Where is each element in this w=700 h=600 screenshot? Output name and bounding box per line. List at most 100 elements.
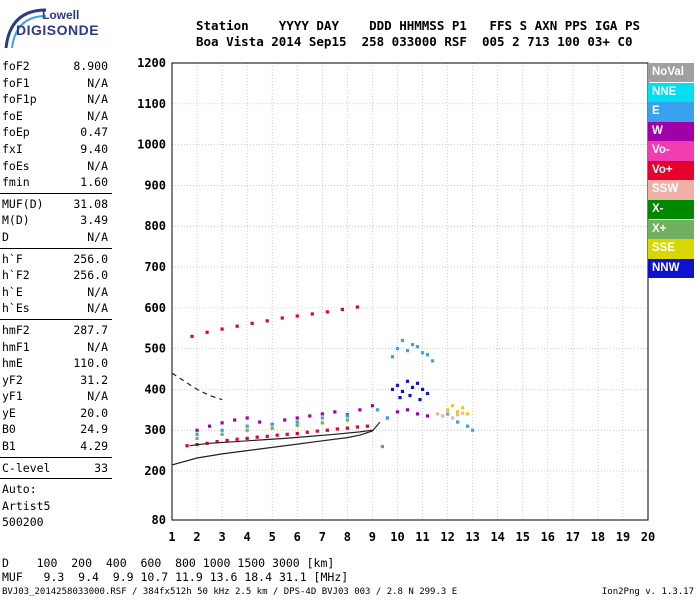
data-point xyxy=(255,435,259,439)
data-point xyxy=(270,426,274,430)
data-point xyxy=(195,428,199,432)
data-point xyxy=(456,413,460,417)
data-point xyxy=(395,347,400,351)
param-row: h`E N/A xyxy=(0,284,112,301)
param-name: B1 xyxy=(2,439,16,454)
data-point xyxy=(390,387,395,392)
param-row: yE 20.0 xyxy=(0,405,112,422)
header-line-1: Station YYYY DAY DDD HHMMSS P1 FFS S AXN… xyxy=(196,18,641,33)
param-row: fxI 9.40 xyxy=(0,141,112,158)
param-value: N/A xyxy=(87,158,108,173)
y-tick-label: 80 xyxy=(152,513,166,527)
logo-text-top: Lowell xyxy=(42,8,80,22)
legend: NoVal NNE E W Vo- Vo+ SSW X- X+ SSE NNW xyxy=(648,63,694,279)
param-name: h`Es xyxy=(2,301,30,316)
legend-item: Vo+ xyxy=(648,160,694,181)
data-point xyxy=(398,395,402,400)
param-row: B0 24.9 xyxy=(0,421,112,438)
data-point xyxy=(265,319,269,323)
param-name: fxI xyxy=(2,141,23,156)
param-value: N/A xyxy=(87,229,108,244)
x-tick-label: 11 xyxy=(415,530,429,544)
x-tick-label: 8 xyxy=(344,530,351,544)
data-point xyxy=(310,312,314,316)
param-name: hmE xyxy=(2,356,23,371)
y-tick-label: 400 xyxy=(144,382,166,396)
param-value: 0.47 xyxy=(80,125,108,140)
legend-item: Vo- xyxy=(648,141,694,161)
x-tick-label: 3 xyxy=(218,530,225,544)
data-point xyxy=(425,391,430,396)
data-point xyxy=(430,359,435,363)
data-point xyxy=(345,418,349,422)
profile-curve xyxy=(171,372,223,401)
data-point xyxy=(220,428,224,432)
data-point xyxy=(205,330,209,334)
param-value: 33 xyxy=(94,460,108,475)
data-point xyxy=(445,412,450,416)
y-tick-label: 700 xyxy=(144,260,166,274)
x-tick-label: 19 xyxy=(616,530,630,544)
y-tick-label: 1200 xyxy=(137,56,166,70)
y-tick-label: 200 xyxy=(144,464,166,478)
data-point xyxy=(295,314,299,318)
logo-text-bottom: DIGISONDE xyxy=(16,22,100,38)
param-value: 8.900 xyxy=(73,59,108,73)
param-row: h`Es N/A xyxy=(0,300,112,317)
data-point xyxy=(215,440,219,444)
param-value: N/A xyxy=(87,92,108,107)
param-name: yE xyxy=(2,405,16,420)
x-tick-label: 18 xyxy=(591,530,605,544)
data-point xyxy=(466,412,470,416)
data-point xyxy=(207,424,212,428)
data-point xyxy=(461,411,465,415)
x-tick-label: 7 xyxy=(319,530,326,544)
param-name: foF1p xyxy=(2,92,37,107)
param-name: 500200 xyxy=(2,515,44,530)
y-tick-label: 600 xyxy=(144,301,166,315)
data-point xyxy=(295,420,299,424)
param-row: h`F2 256.0 xyxy=(0,267,112,284)
x-tick-label: 20 xyxy=(641,530,655,544)
data-point xyxy=(245,436,249,440)
param-row: yF1 N/A xyxy=(0,388,112,405)
x-tick-label: 4 xyxy=(244,530,251,544)
param-name: h`F2 xyxy=(2,268,30,283)
param-name: foF2 xyxy=(2,59,30,73)
data-point xyxy=(220,432,224,436)
legend-item: NNW xyxy=(648,258,694,279)
data-point xyxy=(395,410,400,414)
data-point xyxy=(390,355,395,359)
data-point xyxy=(308,414,312,418)
param-separator xyxy=(0,478,112,480)
data-point xyxy=(370,404,375,408)
data-point xyxy=(415,344,420,349)
data-point xyxy=(315,429,319,433)
data-point xyxy=(420,387,425,392)
footer-muf-row: MUF 9.3 9.4 9.9 10.7 11.9 13.6 18.4 31.1… xyxy=(2,570,349,584)
param-value: N/A xyxy=(87,301,108,316)
param-value: 31.08 xyxy=(73,196,108,211)
param-row: foF2 8.900 xyxy=(0,58,112,75)
x-tick-label: 10 xyxy=(390,530,404,544)
logo-arc-icon xyxy=(4,8,47,49)
data-point xyxy=(195,432,199,436)
data-point xyxy=(195,436,199,440)
data-point xyxy=(445,408,450,412)
data-point xyxy=(345,414,349,418)
param-name: Auto: xyxy=(2,482,37,497)
data-point xyxy=(220,421,224,425)
param-row: foEp 0.47 xyxy=(0,124,112,141)
x-tick-label: 12 xyxy=(440,530,454,544)
param-name: yF2 xyxy=(2,372,23,387)
data-point xyxy=(408,393,412,398)
data-point xyxy=(275,433,279,437)
data-point xyxy=(270,422,274,426)
x-tick-label: 17 xyxy=(566,530,580,544)
data-point xyxy=(375,408,380,412)
y-tick-label: 500 xyxy=(144,342,166,356)
data-point xyxy=(258,420,262,424)
param-name: D xyxy=(2,229,9,244)
param-row: D N/A xyxy=(0,229,112,246)
param-value: 110.0 xyxy=(73,356,108,371)
